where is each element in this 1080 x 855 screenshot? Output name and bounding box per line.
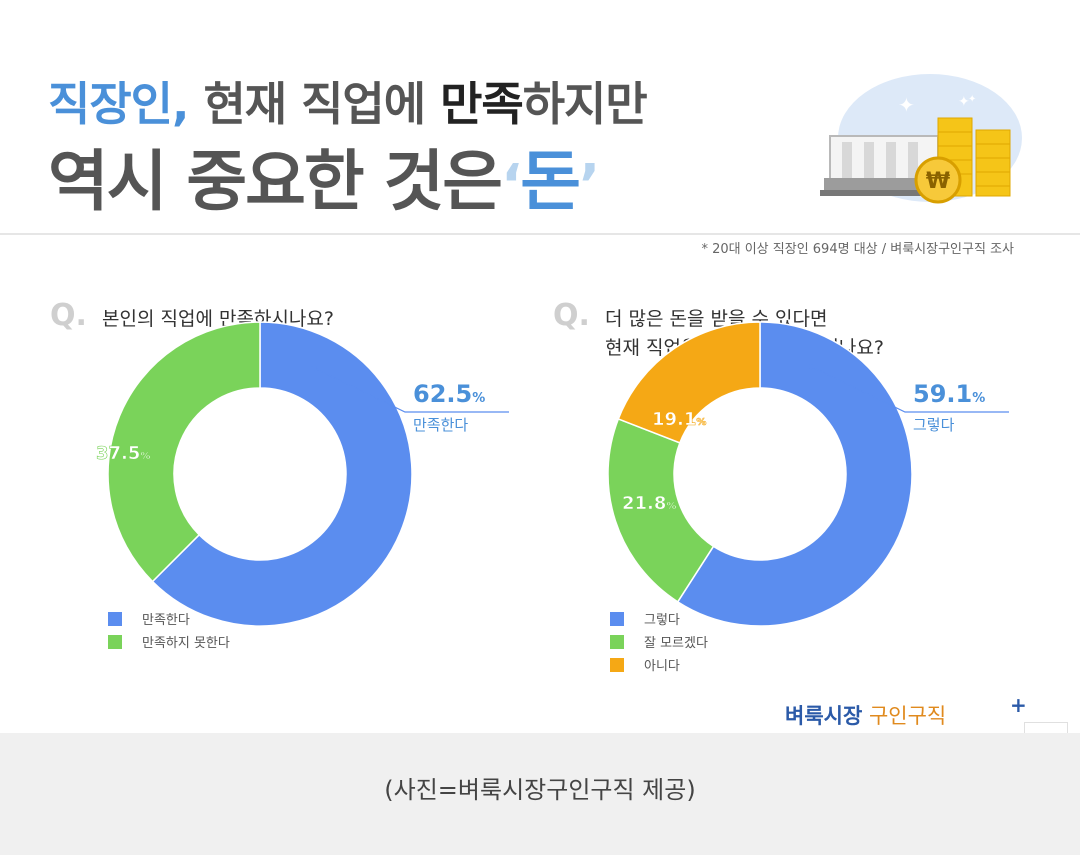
- headline-part2: 현재 직업에: [188, 77, 441, 131]
- svg-text:✦: ✦: [968, 94, 976, 105]
- headline-line2: 역시 중요한 것은‘돈’: [48, 128, 600, 224]
- callout-line-2: [811, 366, 1009, 413]
- svg-text:₩: ₩: [926, 169, 950, 194]
- legend-swatch: [610, 611, 624, 626]
- caption-bar: [0, 733, 1080, 855]
- source-note: * 20대 이상 직장인 694명 대상 / 벼룩시장구인구직 조사: [701, 242, 1014, 257]
- legend-item-2-3: 아니다: [610, 653, 708, 676]
- callout-line-1: [313, 367, 509, 413]
- callout-label-2: 그렇다: [913, 416, 955, 434]
- value-label-2-3: 19.1%: [652, 409, 706, 430]
- q1-mark: Q.: [50, 298, 87, 333]
- legend-label: 만족한다: [142, 613, 190, 628]
- headline-part4: 하지만: [522, 77, 648, 131]
- legend-item-2-2: 잘 모르겠다: [610, 630, 708, 653]
- headline-highlight: 돈: [520, 143, 581, 220]
- donut-chart-2: 59.1% 그렇다 21.8% 19.1%: [607, 321, 1009, 627]
- callout-dot-1: [311, 365, 317, 371]
- value-label-1-2: 37.5%: [96, 443, 150, 464]
- photo-caption: (사진=벼룩시장구인구직 제공): [384, 776, 696, 804]
- callout-dot-2: [808, 364, 814, 370]
- value-label-2-2: 21.8%: [622, 493, 676, 514]
- legend-label: 만족하지 못한다: [142, 636, 230, 651]
- legend-swatch: [610, 634, 624, 649]
- legend-swatch: [108, 634, 122, 649]
- q2-mark: Q.: [553, 298, 590, 333]
- headline-part1: 직장인,: [48, 77, 189, 131]
- legend-label: 아니다: [644, 659, 680, 674]
- svg-text:✦: ✦: [958, 94, 970, 110]
- callout-label-1: 만족한다: [413, 416, 468, 434]
- headline-line1: 직장인, 현재 직업에 만족하지만: [48, 68, 648, 134]
- legend-item-1-2: 만족하지 못한다: [108, 630, 230, 653]
- svg-text:✦: ✦: [898, 93, 915, 117]
- donut-segment-2-3: [617, 321, 761, 444]
- legend-item-2-1: 그렇다: [610, 607, 708, 630]
- quote-open: ‘: [501, 153, 522, 218]
- brand-plus-icon: +: [1010, 693, 1027, 717]
- header-divider: [0, 233, 1080, 235]
- donut-segment-1-2: [107, 321, 261, 583]
- donut-segment-1-1: [151, 321, 413, 627]
- donut-segment-2-2: [607, 417, 715, 603]
- legend-label: 그렇다: [644, 613, 680, 628]
- legend-swatch: [108, 611, 122, 626]
- legend-item-1-1: 만족한다: [108, 607, 230, 630]
- legend-swatch: [610, 657, 624, 672]
- value-label-2-1: 59.1%: [913, 380, 985, 408]
- money-stack-icon: ✦ ✦ ✦ ₩: [820, 74, 1022, 204]
- headline-part3: 만족: [440, 77, 524, 131]
- quote-close: ’: [579, 153, 600, 218]
- legend-label: 잘 모르겠다: [644, 636, 708, 651]
- corner-box: [1024, 722, 1068, 733]
- brand-logo: 벼룩시장 구인구직: [785, 704, 947, 728]
- headline-line2-text: 역시 중요한 것은: [48, 143, 503, 220]
- infographic: 직장인, 현재 직업에 만족하지만 역시 중요한 것은‘돈’ ✦ ✦ ✦ ₩ *…: [0, 68, 1080, 733]
- donut-segment-2-1: [676, 321, 913, 627]
